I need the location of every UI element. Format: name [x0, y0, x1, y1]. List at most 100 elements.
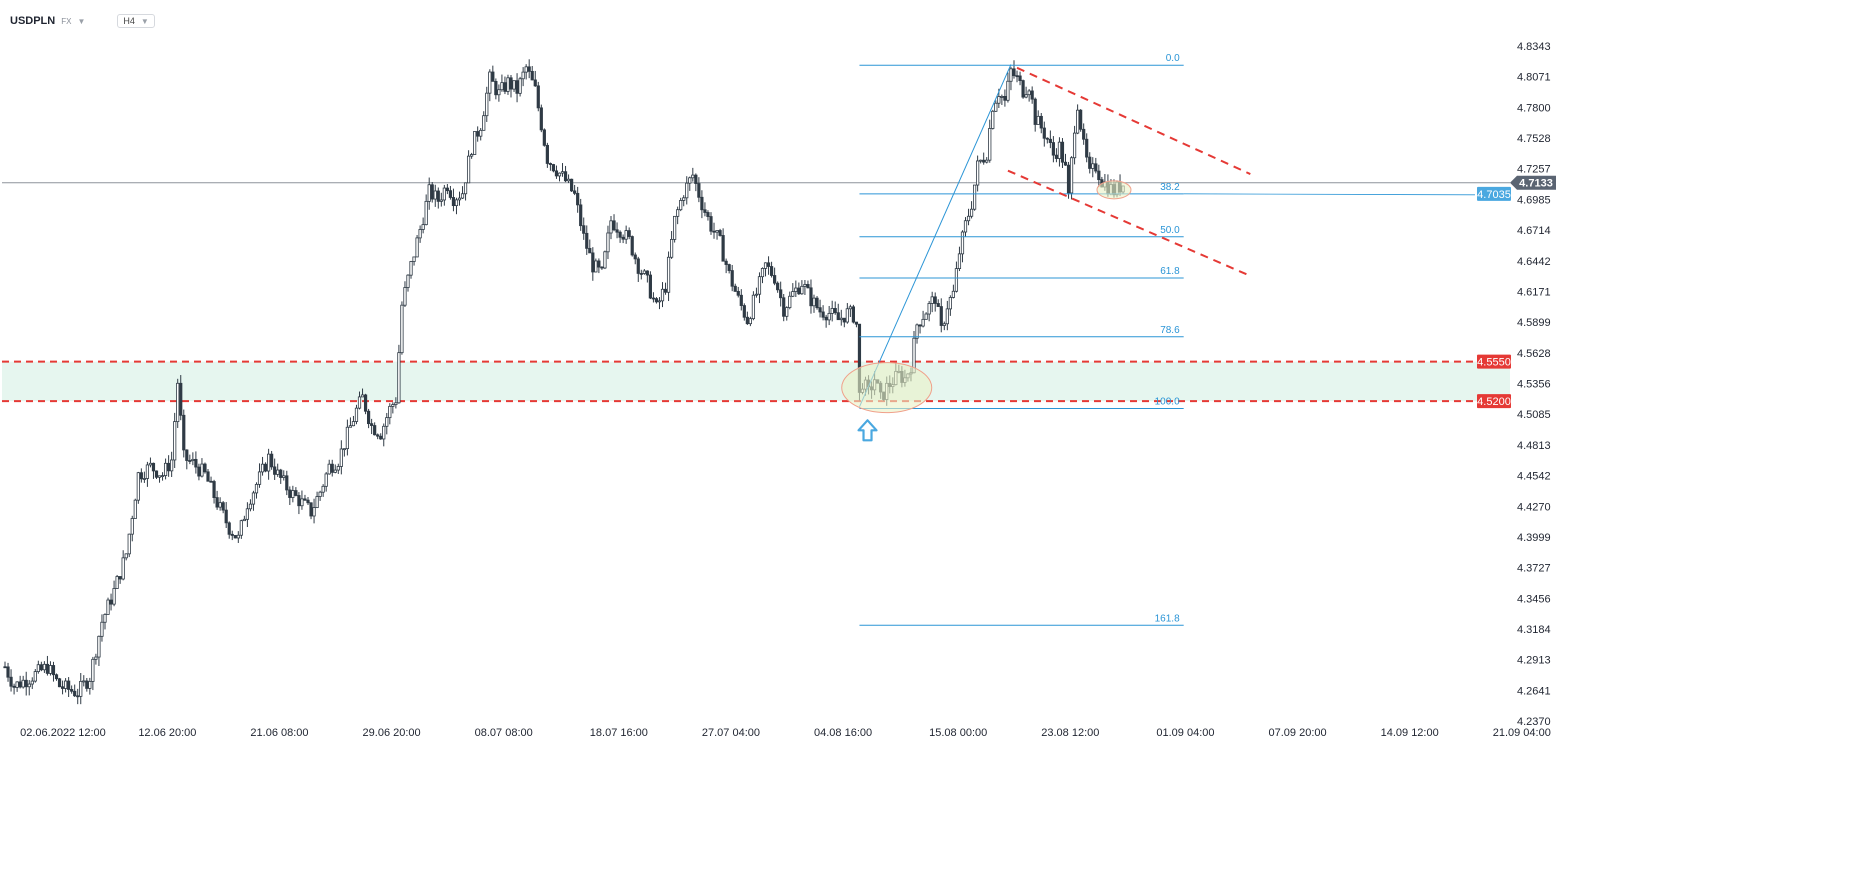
candle: [691, 167, 695, 182]
candle-body: [936, 303, 940, 307]
price-axis-tick-label: 4.3727: [1517, 563, 1551, 575]
candle-body: [985, 159, 989, 163]
candle-body: [1069, 157, 1074, 194]
time-axis-tick-label: 27.07 04:00: [702, 727, 760, 739]
price-axis-tick-label: 4.7800: [1517, 102, 1551, 114]
candle-body: [651, 297, 656, 300]
candle: [227, 521, 231, 539]
candle-body: [679, 200, 683, 211]
candle: [251, 490, 256, 511]
candle-body: [130, 518, 134, 535]
candle-body: [48, 665, 53, 674]
symbol-label[interactable]: USDPLN: [10, 15, 56, 27]
impulse-trendline[interactable]: [859, 64, 1012, 408]
time-axis-tick-label: 14.09 12:00: [1381, 727, 1439, 739]
candle: [985, 157, 989, 164]
candle: [754, 287, 759, 298]
candle-body: [291, 490, 295, 498]
candle: [257, 463, 262, 488]
candle: [300, 490, 304, 510]
candle-body: [545, 144, 549, 164]
candle: [218, 497, 222, 511]
fibonacci-retracement[interactable]: 0.0 38.2 50.0 61.8 78.6 100.0 161.8: [859, 53, 1476, 626]
candle-body: [270, 453, 274, 468]
candle-body: [91, 658, 95, 682]
candle-body: [394, 402, 398, 405]
candle-body: [348, 425, 353, 428]
candle: [694, 173, 698, 192]
candle-body: [554, 170, 559, 177]
candle-body: [794, 287, 798, 292]
price-axis[interactable]: 4.8343 4.8071 4.7800 4.7528 4.7257 4.6985 4.67…: [1517, 41, 1551, 728]
candle-body: [830, 308, 834, 314]
channel-upper-line[interactable]: [1016, 66, 1251, 175]
candle-body: [533, 79, 537, 87]
candle: [945, 300, 949, 331]
candle: [1054, 148, 1059, 163]
price-axis-tick-label: 4.7257: [1517, 164, 1551, 176]
candle: [597, 258, 601, 274]
candle: [639, 269, 643, 280]
candle-body: [436, 190, 440, 202]
fib-level-label: 0.0: [1166, 53, 1180, 64]
candle-body: [336, 466, 340, 471]
candle-body: [460, 193, 465, 199]
candle-body: [748, 318, 752, 325]
candle: [766, 256, 771, 275]
candle: [627, 227, 631, 240]
candle-body: [812, 297, 816, 307]
highlight-ellipse[interactable]: [841, 362, 933, 414]
candle-body: [182, 414, 186, 451]
candle-body: [976, 160, 980, 186]
candle: [67, 677, 71, 698]
candle: [409, 260, 413, 279]
channel-lower-line[interactable]: [1007, 169, 1248, 276]
fib-extension-line: [1183, 193, 1476, 196]
time-axis-tick-label: 07.09 20:00: [1269, 727, 1327, 739]
candle-body: [966, 215, 971, 222]
candle: [382, 423, 386, 447]
candle-body: [806, 284, 810, 289]
candle: [688, 176, 692, 191]
candle: [618, 230, 622, 243]
support-zone: [2, 360, 1510, 403]
candle-body: [203, 463, 207, 473]
symbol-dropdown-chevron-down-icon[interactable]: ▼: [77, 16, 86, 26]
timeframe-selector[interactable]: H4 ▼: [117, 14, 155, 28]
candle-body: [945, 308, 949, 325]
candle-body: [500, 82, 504, 91]
candle-body: [1091, 163, 1095, 169]
drawing-annotations[interactable]: [841, 64, 1251, 442]
candle: [591, 247, 595, 281]
candle: [303, 494, 307, 501]
candle: [112, 580, 116, 607]
candle: [170, 451, 174, 477]
candle-body: [715, 230, 719, 233]
highlight-ellipse[interactable]: [1096, 180, 1132, 200]
time-axis[interactable]: 02.06.2022 12:00 12.06 20:00 21.06 08:00 29…: [20, 727, 1551, 739]
candle-body: [524, 66, 528, 73]
candle: [836, 303, 840, 321]
candle-body: [1079, 109, 1083, 130]
candle: [509, 74, 513, 98]
candle-body: [218, 502, 222, 508]
candle-body: [673, 215, 677, 240]
candle: [742, 303, 746, 321]
candle: [115, 574, 119, 589]
candle: [803, 279, 807, 295]
candle: [854, 321, 859, 328]
candle: [397, 344, 401, 404]
candle-body: [342, 448, 346, 451]
fib-level-label: 61.8: [1160, 266, 1180, 277]
candle-body: [466, 155, 471, 184]
candle-body: [1094, 163, 1098, 172]
time-axis-tick-label: 02.06.2022 12:00: [20, 727, 106, 739]
candle: [357, 391, 362, 410]
candle: [457, 191, 462, 206]
candle-body: [915, 324, 919, 339]
candle: [351, 415, 356, 427]
candle: [942, 321, 946, 331]
candle: [557, 172, 562, 182]
candle: [33, 669, 37, 683]
